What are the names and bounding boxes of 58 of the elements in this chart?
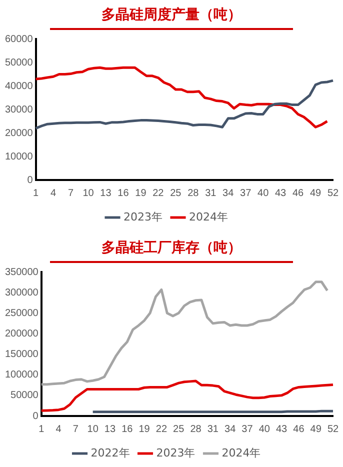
x-tick-label: 31 bbox=[205, 188, 217, 199]
legend-label: 2022年 bbox=[90, 446, 130, 460]
x-tick-label: 16 bbox=[118, 188, 130, 199]
legend-label: 2023年 bbox=[156, 446, 196, 460]
y-tick-label: 50000 bbox=[4, 57, 34, 68]
x-tick-label: 34 bbox=[222, 188, 234, 199]
y-tick-label: 60000 bbox=[4, 34, 34, 45]
x-tick-label: 52 bbox=[327, 188, 339, 199]
x-tick-label: 13 bbox=[100, 188, 112, 199]
x-tick-label: 4 bbox=[56, 424, 62, 435]
x-tick-label: 31 bbox=[207, 424, 219, 435]
x-tick-label: 28 bbox=[190, 424, 202, 435]
chart-title: 多晶硅周度产量（吨） bbox=[50, 4, 293, 30]
x-tick-label: 34 bbox=[224, 424, 236, 435]
legend-label: 2023年 bbox=[124, 210, 163, 224]
x-tick-label: 10 bbox=[87, 424, 99, 435]
x-tick-label: 13 bbox=[104, 424, 116, 435]
x-tick-label: 7 bbox=[68, 188, 74, 199]
x-tick-label: 16 bbox=[122, 424, 134, 435]
y-tick-label: 30000 bbox=[4, 104, 34, 116]
x-tick-label: 25 bbox=[173, 424, 185, 435]
x-tick-label: 10 bbox=[82, 188, 94, 199]
y-tick-label: 150000 bbox=[4, 349, 39, 360]
x-tick-label: 7 bbox=[72, 424, 79, 435]
y-tick-label: 0 bbox=[32, 410, 39, 422]
x-tick-label: 37 bbox=[240, 188, 252, 199]
y-tick-label: 200000 bbox=[4, 328, 39, 340]
y-tick-label: 300000 bbox=[4, 287, 39, 298]
y-tick-label: 40000 bbox=[4, 80, 34, 92]
y-tick-label: 250000 bbox=[4, 308, 39, 319]
x-tick-label: 40 bbox=[258, 188, 270, 199]
legend-label: 2024年 bbox=[189, 210, 228, 224]
x-tick-label: 4 bbox=[50, 188, 57, 199]
x-tick-label: 19 bbox=[138, 424, 150, 435]
x-tick-label: 1 bbox=[33, 188, 40, 199]
x-tick-label: 43 bbox=[276, 424, 288, 435]
x-tick-label: 37 bbox=[242, 424, 254, 435]
chart-title: 多晶硅工厂库存（吨） bbox=[50, 237, 293, 263]
x-tick-label: 1 bbox=[38, 424, 45, 435]
y-tick-label: 50000 bbox=[10, 390, 39, 402]
x-tick-label: 19 bbox=[135, 188, 147, 199]
x-tick-label: 28 bbox=[188, 188, 200, 199]
x-tick-label: 46 bbox=[292, 188, 304, 199]
x-tick-label: 49 bbox=[310, 188, 322, 199]
y-tick-label: 0 bbox=[27, 174, 34, 186]
y-tick-label: 20000 bbox=[4, 128, 34, 139]
y-tick-label: 350000 bbox=[4, 266, 39, 278]
y-tick-label: 10000 bbox=[4, 151, 34, 162]
legend-label: 2024年 bbox=[222, 446, 261, 460]
x-tick-label: 49 bbox=[310, 424, 322, 435]
x-tick-label: 40 bbox=[258, 424, 270, 435]
y-tick-label: 100000 bbox=[4, 370, 39, 381]
x-tick-label: 46 bbox=[293, 424, 305, 435]
x-tick-label: 22 bbox=[156, 424, 168, 435]
x-tick-label: 22 bbox=[152, 188, 164, 199]
x-tick-label: 25 bbox=[170, 188, 182, 199]
x-tick-label: 52 bbox=[327, 424, 339, 435]
x-tick-label: 43 bbox=[274, 188, 287, 199]
